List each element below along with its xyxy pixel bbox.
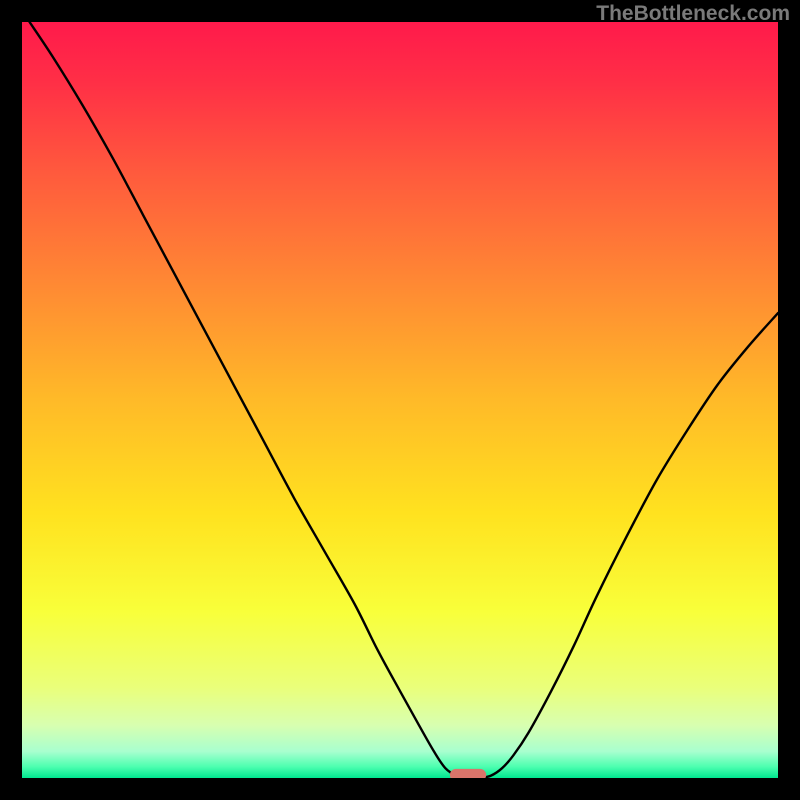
watermark-text: TheBottleneck.com: [596, 2, 790, 26]
chart-svg: [22, 22, 778, 778]
optimal-marker: [450, 769, 486, 778]
plot-area: [22, 22, 778, 778]
outer-frame: TheBottleneck.com: [0, 0, 800, 800]
gradient-background: [22, 22, 778, 778]
